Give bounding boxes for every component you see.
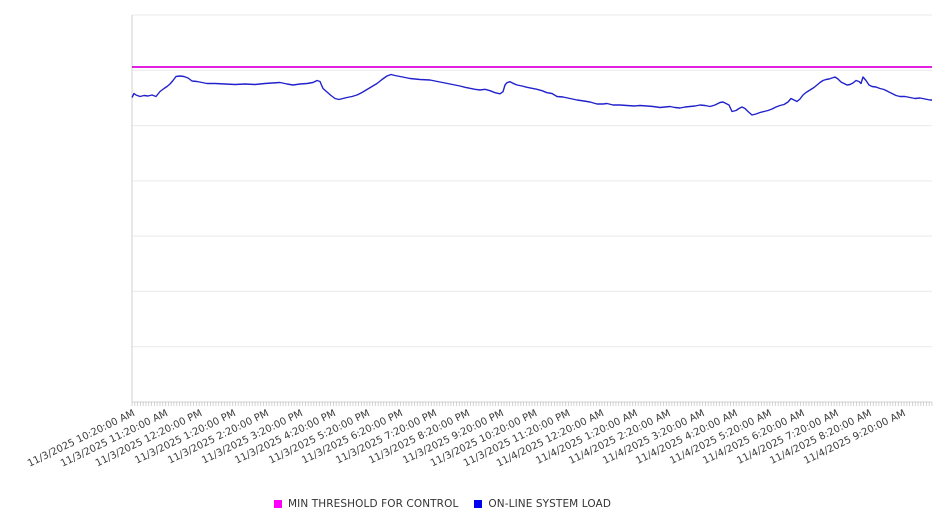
chart-legend: MIN THRESHOLD FOR CONTROL ON-LINE SYSTEM… [274, 498, 611, 510]
legend-item-system-load: ON-LINE SYSTEM LOAD [474, 498, 611, 510]
legend-swatch-min-threshold [274, 500, 282, 508]
legend-item-min-threshold: MIN THRESHOLD FOR CONTROL [274, 498, 458, 510]
legend-label-system-load: ON-LINE SYSTEM LOAD [488, 498, 611, 510]
legend-label-min-threshold: MIN THRESHOLD FOR CONTROL [288, 498, 459, 510]
legend-swatch-system-load [474, 500, 483, 508]
system-load-line [131, 73, 932, 116]
